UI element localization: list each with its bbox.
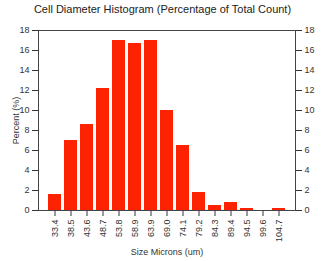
svg-text:0: 0 <box>24 205 29 215</box>
svg-text:Size Microns (um): Size Microns (um) <box>131 247 204 257</box>
svg-text:18: 18 <box>305 25 315 35</box>
svg-text:94.5: 94.5 <box>242 220 252 238</box>
svg-text:0: 0 <box>305 205 310 215</box>
svg-text:14: 14 <box>305 65 315 75</box>
svg-text:63.9: 63.9 <box>146 220 156 238</box>
svg-text:99.6: 99.6 <box>258 220 268 238</box>
svg-text:53.8: 53.8 <box>114 220 124 238</box>
svg-text:58.9: 58.9 <box>130 220 140 238</box>
svg-text:12: 12 <box>305 85 315 95</box>
svg-text:10: 10 <box>19 105 29 115</box>
svg-text:10: 10 <box>305 105 315 115</box>
svg-text:6: 6 <box>24 145 29 155</box>
svg-text:4: 4 <box>305 165 310 175</box>
svg-text:79.2: 79.2 <box>194 220 204 238</box>
svg-text:16: 16 <box>19 45 29 55</box>
svg-text:4: 4 <box>24 165 29 175</box>
svg-text:Percent (%): Percent (%) <box>11 97 21 145</box>
svg-text:104.7: 104.7 <box>274 220 284 243</box>
svg-text:38.5: 38.5 <box>66 220 76 238</box>
svg-text:33.4: 33.4 <box>50 220 60 238</box>
svg-text:18: 18 <box>19 25 29 35</box>
svg-text:69.0: 69.0 <box>162 220 172 238</box>
svg-text:89.4: 89.4 <box>226 220 236 238</box>
svg-text:43.6: 43.6 <box>82 220 92 238</box>
svg-text:8: 8 <box>24 125 29 135</box>
svg-text:2: 2 <box>305 185 310 195</box>
html-text:Cell Diameter Histogram (Perce: Cell Diameter Histogram (Percentage of T… <box>33 3 292 15</box>
svg-text:12: 12 <box>19 85 29 95</box>
svg-text:8: 8 <box>305 125 310 135</box>
svg-text:84.3: 84.3 <box>210 220 220 238</box>
svg-text:2: 2 <box>24 185 29 195</box>
svg-text:16: 16 <box>305 45 315 55</box>
svg-text:48.7: 48.7 <box>98 220 108 238</box>
svg-text:74.1: 74.1 <box>178 220 188 238</box>
svg-text:6: 6 <box>305 145 310 155</box>
svg-text:14: 14 <box>19 65 29 75</box>
